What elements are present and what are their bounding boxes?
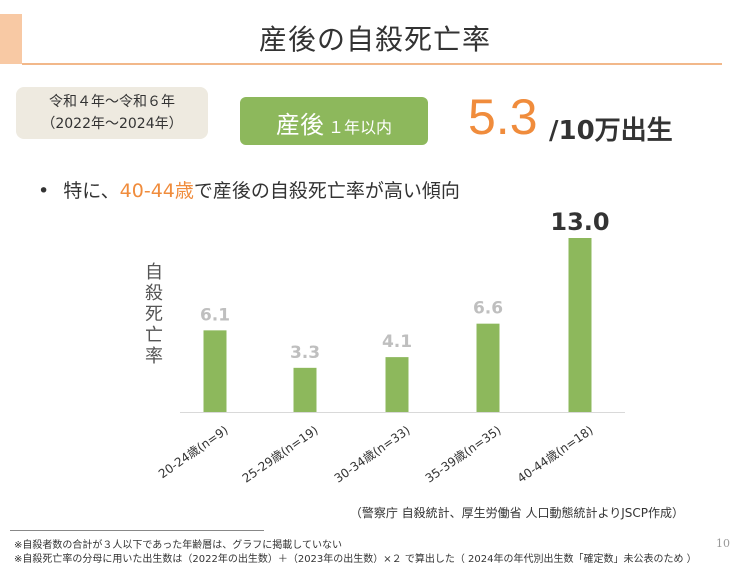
x-tick-label-2: 30-34歳(n=33) [332,423,413,486]
bar-value-label-4: 13.0 [550,208,609,236]
y-axis-label-char-3: 亡 [145,325,163,346]
page-number: 10 [716,537,730,550]
badge-main-label: 産後 [275,111,324,139]
y-axis-label-char-4: 率 [145,346,163,367]
bar-value-label-1: 3.3 [290,343,320,363]
postpartum-badge: 産後 １年以内 [240,97,428,145]
headline-unit: /10万出生 [549,116,673,146]
bullet-text: • 特に、40-44歳で産後の自殺死亡率が高い傾向 [38,176,460,203]
bar-1 [293,367,317,412]
page-title: 産後の自殺死亡率 [258,23,491,56]
bullet-suffix: で産後の自殺死亡率が高い傾向 [193,180,460,202]
bar-2 [385,357,409,412]
headline-value: 5.3 [468,89,538,145]
badge-sub-label: １年以内 [327,118,392,137]
period-box: 令和４年～令和６年 （2022年～2024年） [16,87,208,139]
x-tick-label-1: 25-29歳(n=19) [240,423,321,486]
bar-3 [476,323,500,412]
y-axis-label-char-0: 自 [145,262,163,283]
footnote-1: ※自殺者数の合計が３人以下であった年齢層は、グラフに掲載していない [14,540,342,551]
bar-0 [203,330,227,412]
y-axis-label-char-2: 死 [145,304,163,325]
bar-value-label-2: 4.1 [382,332,412,352]
x-tick-label-0: 20-24歳(n=9) [156,423,231,481]
footer-rule [10,530,264,531]
bullet-highlight: 40-44歳 [119,180,194,202]
period-line-2: （2022年～2024年） [41,116,183,132]
bar-value-label-0: 6.1 [200,305,230,325]
title-accent-block [0,14,22,64]
x-tick-label-4: 40-44歳(n=18) [515,423,596,486]
bullet-dot: • [38,180,50,202]
x-tick-label-3: 35-39歳(n=35) [423,423,504,486]
chart-source: （警察庁 自殺統計、厚生労働省 人口動態統計よりJSCP作成） [350,505,684,520]
footnote-2: ※自殺死亡率の分母に用いた出生数は（2022年の出生数）＋（2023年の出生数）… [14,554,697,565]
period-line-1: 令和４年～令和６年 [49,94,175,110]
bar-value-label-3: 6.6 [473,299,503,319]
y-axis-label-char-1: 殺 [145,283,163,304]
title-underline [22,63,722,65]
bar-4 [568,238,592,412]
bullet-prefix: 特に、 [63,180,120,202]
